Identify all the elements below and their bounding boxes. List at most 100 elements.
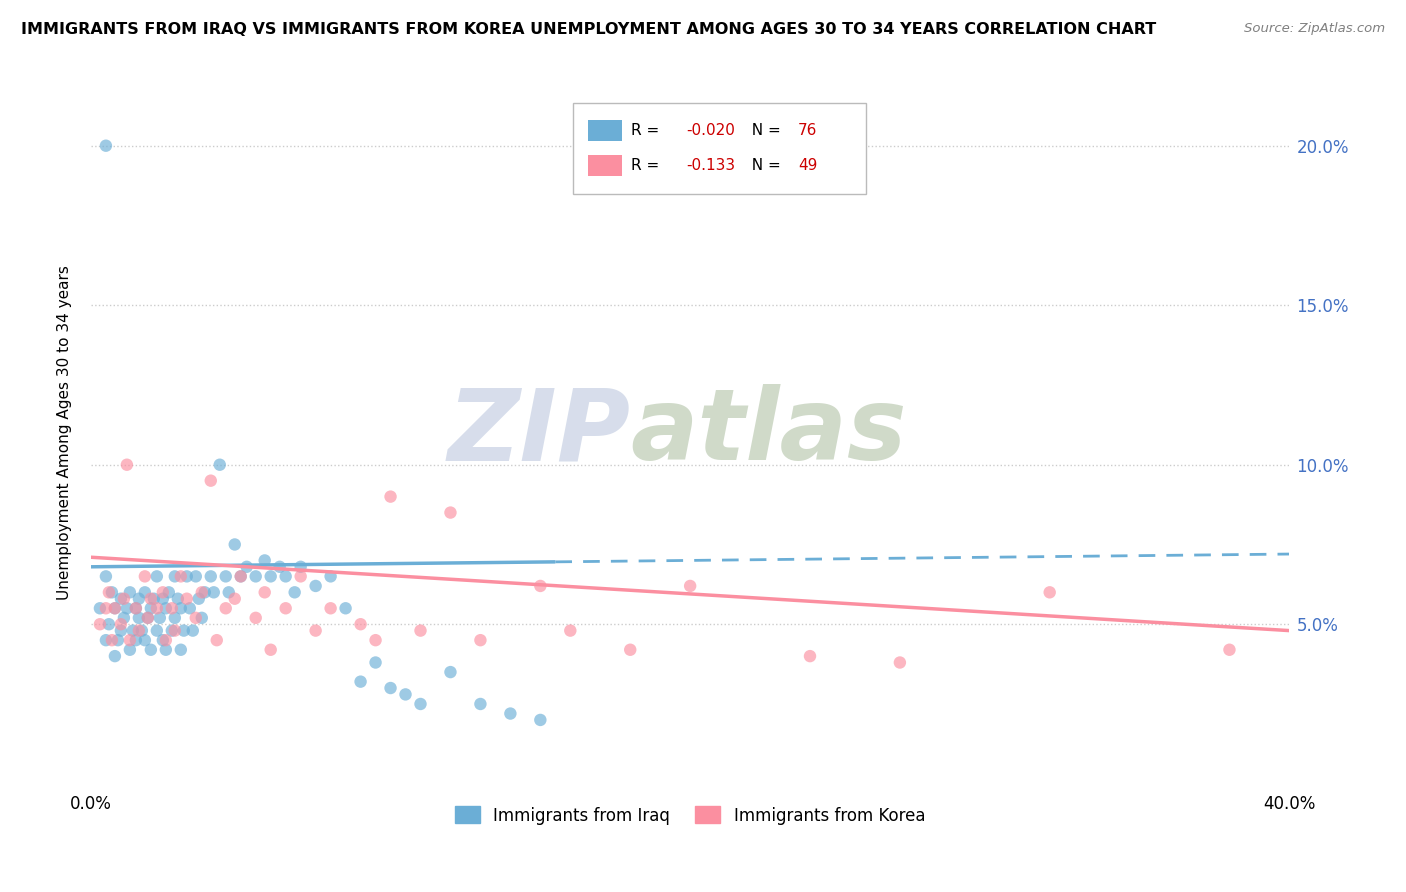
Point — [335, 601, 357, 615]
Point — [118, 642, 141, 657]
Point — [134, 633, 156, 648]
Point — [260, 642, 283, 657]
Point — [118, 585, 141, 599]
Point — [136, 611, 159, 625]
Point — [110, 624, 132, 638]
Point — [439, 506, 461, 520]
Point — [122, 624, 145, 638]
Text: IMMIGRANTS FROM IRAQ VS IMMIGRANTS FROM KOREA UNEMPLOYMENT AMONG AGES 30 TO 34 Y: IMMIGRANTS FROM IRAQ VS IMMIGRANTS FROM … — [21, 22, 1156, 37]
Point — [200, 569, 222, 583]
Point — [146, 624, 169, 638]
Point — [364, 633, 387, 648]
Point — [253, 553, 276, 567]
Point — [139, 601, 162, 615]
Point — [184, 611, 207, 625]
Point — [104, 601, 127, 615]
Point — [290, 569, 312, 583]
Point — [155, 633, 177, 648]
Point — [304, 624, 326, 638]
Point — [380, 490, 402, 504]
Point — [155, 601, 177, 615]
Point — [125, 601, 148, 615]
Point — [439, 665, 461, 679]
Point — [157, 585, 180, 599]
Point — [349, 674, 371, 689]
Point — [529, 713, 551, 727]
Point — [304, 579, 326, 593]
Point — [104, 649, 127, 664]
Y-axis label: Unemployment Among Ages 30 to 34 years: Unemployment Among Ages 30 to 34 years — [58, 266, 72, 600]
Point — [142, 591, 165, 606]
Point — [1039, 585, 1062, 599]
Point — [166, 591, 188, 606]
Point — [125, 633, 148, 648]
Point — [176, 569, 198, 583]
Point — [205, 633, 228, 648]
Point — [118, 633, 141, 648]
Point — [245, 611, 267, 625]
Point — [529, 579, 551, 593]
Point — [115, 601, 138, 615]
Point — [104, 601, 127, 615]
Point — [1218, 642, 1240, 657]
Text: Source: ZipAtlas.com: Source: ZipAtlas.com — [1244, 22, 1385, 36]
Point — [470, 633, 492, 648]
Point — [139, 642, 162, 657]
FancyBboxPatch shape — [588, 120, 621, 141]
Point — [94, 633, 117, 648]
Point — [146, 601, 169, 615]
Point — [136, 611, 159, 625]
Point — [184, 569, 207, 583]
Point — [245, 569, 267, 583]
Text: atlas: atlas — [630, 384, 907, 482]
Point — [194, 585, 217, 599]
Point — [89, 617, 111, 632]
Point — [101, 585, 124, 599]
Point — [179, 601, 201, 615]
Text: -0.020: -0.020 — [686, 123, 735, 138]
Text: N =: N = — [742, 158, 786, 173]
Point — [146, 569, 169, 583]
Point — [224, 591, 246, 606]
Point — [284, 585, 307, 599]
Point — [163, 611, 186, 625]
Point — [349, 617, 371, 632]
Point — [170, 601, 193, 615]
Point — [187, 591, 209, 606]
Point — [191, 585, 214, 599]
Point — [191, 611, 214, 625]
Point — [170, 569, 193, 583]
Point — [889, 656, 911, 670]
Point — [139, 591, 162, 606]
Point — [94, 601, 117, 615]
Point — [409, 697, 432, 711]
Point — [163, 569, 186, 583]
Point — [155, 642, 177, 657]
Point — [560, 624, 582, 638]
Point — [224, 537, 246, 551]
Point — [128, 611, 150, 625]
Point — [269, 559, 291, 574]
Point — [274, 601, 297, 615]
Point — [215, 601, 238, 615]
Point — [260, 569, 283, 583]
Point — [173, 624, 195, 638]
Point — [215, 569, 238, 583]
Point — [160, 624, 183, 638]
Point — [200, 474, 222, 488]
Point — [115, 458, 138, 472]
Point — [499, 706, 522, 721]
Point — [152, 591, 174, 606]
Text: -0.133: -0.133 — [686, 158, 735, 173]
Point — [229, 569, 252, 583]
Point — [163, 624, 186, 638]
FancyBboxPatch shape — [572, 103, 866, 194]
Point — [380, 681, 402, 695]
Point — [229, 569, 252, 583]
Point — [176, 591, 198, 606]
Text: N =: N = — [742, 123, 786, 138]
Point — [253, 585, 276, 599]
Text: ZIP: ZIP — [447, 384, 630, 482]
Point — [107, 633, 129, 648]
Point — [112, 591, 135, 606]
